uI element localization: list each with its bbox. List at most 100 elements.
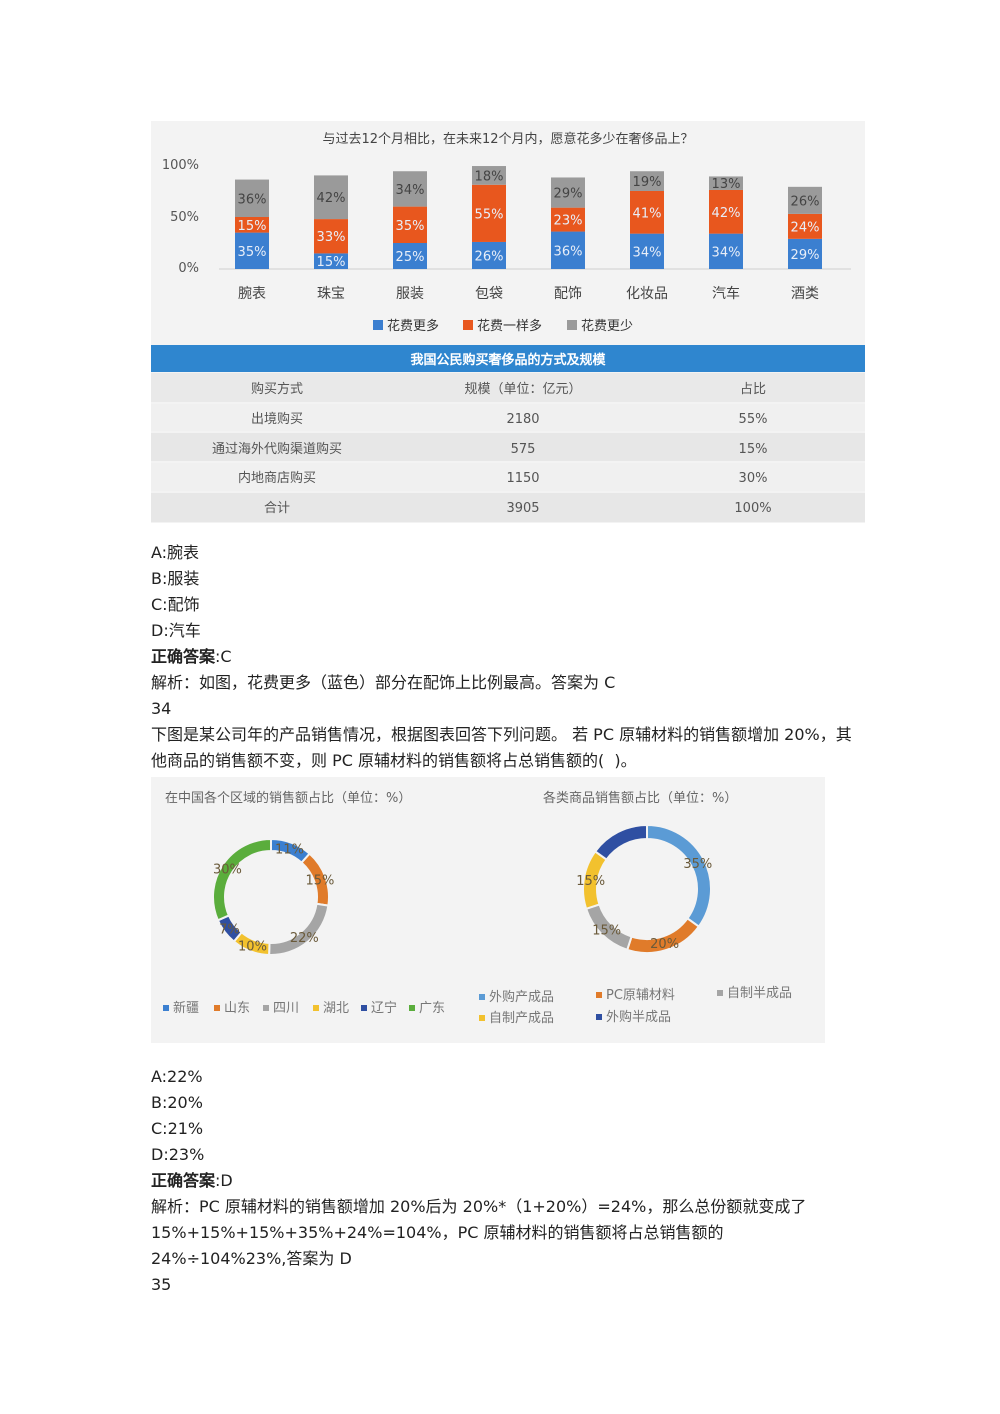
table-header-method: 购买方式 <box>251 381 303 397</box>
legend-swatch <box>214 1005 220 1011</box>
table-row: 内地商店购买 1150 30% <box>151 463 865 491</box>
table-cell: 1150 <box>506 471 539 486</box>
bar-segment <box>393 171 427 207</box>
slice-label: 11% <box>275 842 304 857</box>
question-text: 下图是某公司年的产品销售情况，根据图表回答下列问题。 若 PC 原辅材料的销售额… <box>151 725 852 770</box>
table-cell: 通过海外代购渠道购买 <box>212 441 342 457</box>
bar-segment <box>630 233 664 269</box>
table-row: 出境购买 2180 55% <box>151 404 865 431</box>
legend-label-same: 花费一样多 <box>477 318 542 334</box>
bar-segment <box>551 177 585 208</box>
chart-legend: 花费更多 花费一样多 花费更少 <box>373 318 633 334</box>
x-tick-label: 配饰 <box>554 286 582 302</box>
table-cell: 2180 <box>506 412 539 427</box>
option-c[interactable]: C:配饰 <box>151 595 200 614</box>
option-d[interactable]: D:汽车 <box>151 621 201 640</box>
x-tick-label: 腕表 <box>238 286 266 302</box>
legend-swatch-same <box>463 320 473 330</box>
legend-swatch-less <box>567 320 577 330</box>
legend-label: 外购半成品 <box>606 1009 671 1025</box>
slice-label: 15% <box>576 874 605 889</box>
explanation: 解析：PC 原辅材料的销售额增加 20%后为 20%*（1+20%）=24%，那… <box>151 1197 812 1268</box>
data-label: 34% <box>396 183 425 198</box>
option-a[interactable]: A:腕表 <box>151 543 200 562</box>
data-label: 33% <box>317 230 346 245</box>
bar-segment <box>472 184 506 242</box>
bar-segment <box>709 233 743 269</box>
legend-swatch <box>313 1005 319 1011</box>
slice-label: 7% <box>219 922 240 937</box>
legend-label: 新疆 <box>173 1000 199 1016</box>
y-tick-50: 50% <box>170 210 199 225</box>
option-d[interactable]: D:23% <box>151 1145 205 1164</box>
data-label: 19% <box>633 175 662 190</box>
data-label: 23% <box>554 214 583 229</box>
slice-label: 20% <box>650 937 679 952</box>
data-label: 35% <box>238 245 267 260</box>
legend-label: 广东 <box>419 1001 445 1016</box>
bar-segment <box>788 186 822 214</box>
legend-swatch <box>163 1005 169 1011</box>
data-label: 26% <box>791 194 820 209</box>
table-cell: 575 <box>511 442 536 457</box>
table-cell: 内地商店购买 <box>238 470 316 486</box>
option-b[interactable]: B:服装 <box>151 569 200 588</box>
q34-answer-block: A:22% B:20% C:21% D:23% 正确答案:D 解析：PC 原辅材… <box>151 1064 861 1298</box>
question-number: 35 <box>151 1275 172 1294</box>
x-tick-label: 酒类 <box>791 286 819 302</box>
table-header-share: 占比 <box>740 382 766 397</box>
table-title-bar <box>151 345 865 372</box>
donut-slice <box>212 837 272 922</box>
data-label: 15% <box>238 219 267 234</box>
table-header-scale: 规模（单位：亿元） <box>464 382 581 397</box>
question-number: 34 <box>151 699 172 718</box>
luxury-figure: 与过去12个月相比，在未来12个月内，愿意花多少在奢侈品上？ 100% 50% … <box>151 121 865 523</box>
bar-segment <box>235 179 269 217</box>
bar-segment <box>314 253 348 269</box>
data-label: 15% <box>317 255 346 270</box>
x-tick-label: 包袋 <box>475 286 503 302</box>
option-b[interactable]: B:20% <box>151 1093 203 1112</box>
slice-label: 15% <box>592 923 621 938</box>
q33-answer-block: A:腕表 B:服装 C:配饰 D:汽车 正确答案:C 解析：如图，花费更多（蓝色… <box>151 540 861 774</box>
donut-slice <box>646 823 712 929</box>
legend-label: PC原辅材料 <box>606 988 675 1003</box>
data-label: 29% <box>554 187 583 202</box>
table-cell: 3905 <box>506 501 539 516</box>
slice-label: 22% <box>290 931 319 946</box>
bar-segment <box>788 213 822 239</box>
correct-answer-label: 正确答案 <box>151 647 216 666</box>
chart-title: 与过去12个月相比，在未来12个月内，愿意花多少在奢侈品上？ <box>322 131 693 147</box>
correct-answer-value: :D <box>215 1171 233 1190</box>
bar-segment <box>630 171 664 191</box>
data-label: 24% <box>791 220 820 235</box>
table-cell: 出境购买 <box>251 411 303 427</box>
bar-segment <box>709 176 743 190</box>
legend-swatch <box>479 1015 485 1021</box>
legend-swatch-more <box>373 320 383 330</box>
legend-label: 自制半成品 <box>727 986 792 1001</box>
sales-figure: 在中国各个区域的销售额占比（单位：%） 各类商品销售额占比（单位：%） 11% 1… <box>151 777 825 1043</box>
explanation: 解析：如图，花费更多（蓝色）部分在配饰上比例最高。答案为 C <box>151 673 616 692</box>
slice-label: 35% <box>683 857 712 872</box>
legend-swatch <box>263 1005 269 1011</box>
bar-segment <box>551 231 585 269</box>
data-label: 13% <box>712 177 741 192</box>
option-a[interactable]: A:22% <box>151 1067 203 1086</box>
option-c[interactable]: C:21% <box>151 1119 204 1138</box>
bar-segment <box>709 189 743 234</box>
y-tick-0: 0% <box>178 261 199 276</box>
bar-segment <box>235 232 269 269</box>
table-cell: 100% <box>734 501 771 516</box>
donut-slice <box>593 823 648 862</box>
legend-label: 自制产成品 <box>489 1011 554 1026</box>
x-tick-label: 珠宝 <box>317 286 345 302</box>
donut-slice <box>268 902 330 956</box>
data-label: 29% <box>791 248 820 263</box>
table-cell: 15% <box>739 442 768 457</box>
legend-label-less: 花费更少 <box>581 318 633 334</box>
bar-segment <box>630 191 664 234</box>
data-label: 42% <box>317 191 346 206</box>
data-label: 25% <box>396 250 425 265</box>
legend-label-more: 花费更多 <box>387 318 439 334</box>
